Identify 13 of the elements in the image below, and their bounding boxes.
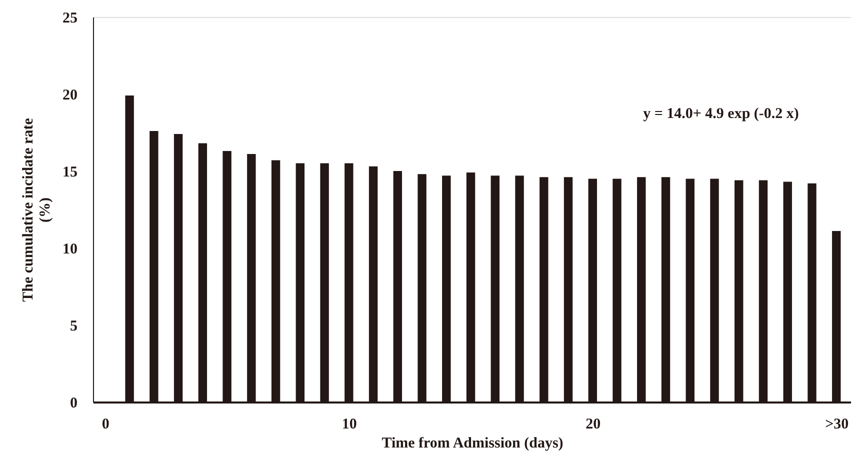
x-tick-label: 20 [586, 416, 601, 432]
x-tick-label: 10 [342, 416, 357, 432]
x-axis-title: Time from Admission (days) [382, 436, 564, 452]
y-tick-label: 25 [62, 10, 78, 26]
y-axis-title: The cumulative incidate rate (%) [20, 118, 54, 302]
x-tick-label: 0 [102, 416, 110, 432]
y-tick-label: 15 [62, 164, 78, 180]
annotation: y = 14.0+ 4.9 exp (-0.2 x) [643, 106, 799, 122]
x-tick-label: >30 [825, 416, 849, 432]
y-tick-label: 20 [62, 88, 78, 104]
y-tick-label: 10 [62, 242, 78, 258]
y-tick-label: 5 [70, 318, 78, 334]
y-tick-label: 0 [70, 396, 78, 412]
